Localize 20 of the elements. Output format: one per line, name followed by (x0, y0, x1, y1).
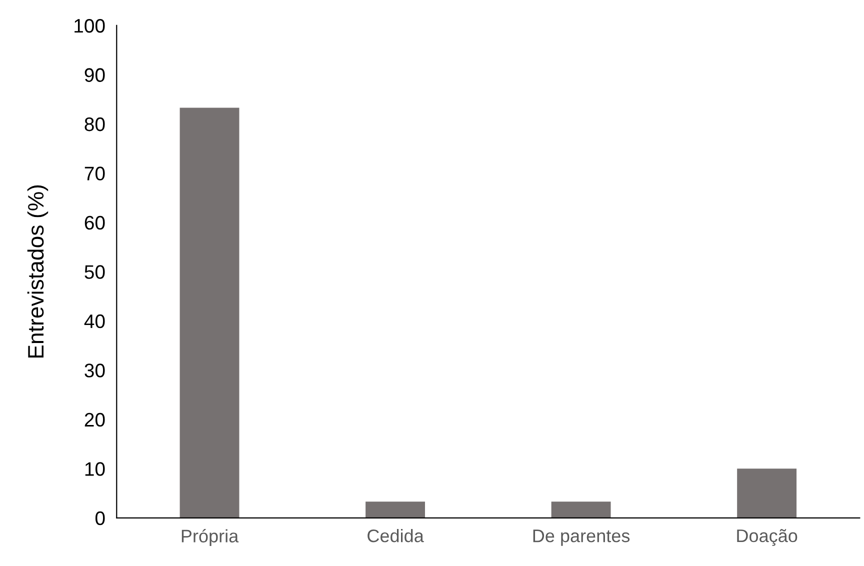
y-tick-label: 50 (84, 265, 105, 279)
bar (737, 468, 797, 518)
y-tick-label: 10 (85, 462, 105, 476)
bar (551, 502, 611, 518)
bar (366, 502, 425, 518)
y-tick-label: 30 (84, 364, 105, 378)
y-tick-label: 20 (84, 412, 105, 427)
y-tick-label: 100 (74, 18, 105, 33)
y-tick-label: 40 (84, 314, 105, 328)
y-tick-label: 0 (95, 511, 105, 526)
y-tick-label: 70 (84, 166, 105, 180)
x-tick-label: Própria (182, 529, 239, 546)
x-tick-label: Doação (737, 529, 798, 546)
y-axis-title: Entrevistados (%) (27, 185, 48, 358)
bar (180, 108, 240, 518)
y-tick-label: 60 (84, 216, 105, 230)
x-tick-label: Cedida (368, 529, 424, 542)
y-tick-label: 90 (84, 68, 105, 82)
y-tick-label: 80 (84, 117, 105, 132)
x-tick-label: De parentes (533, 530, 630, 546)
